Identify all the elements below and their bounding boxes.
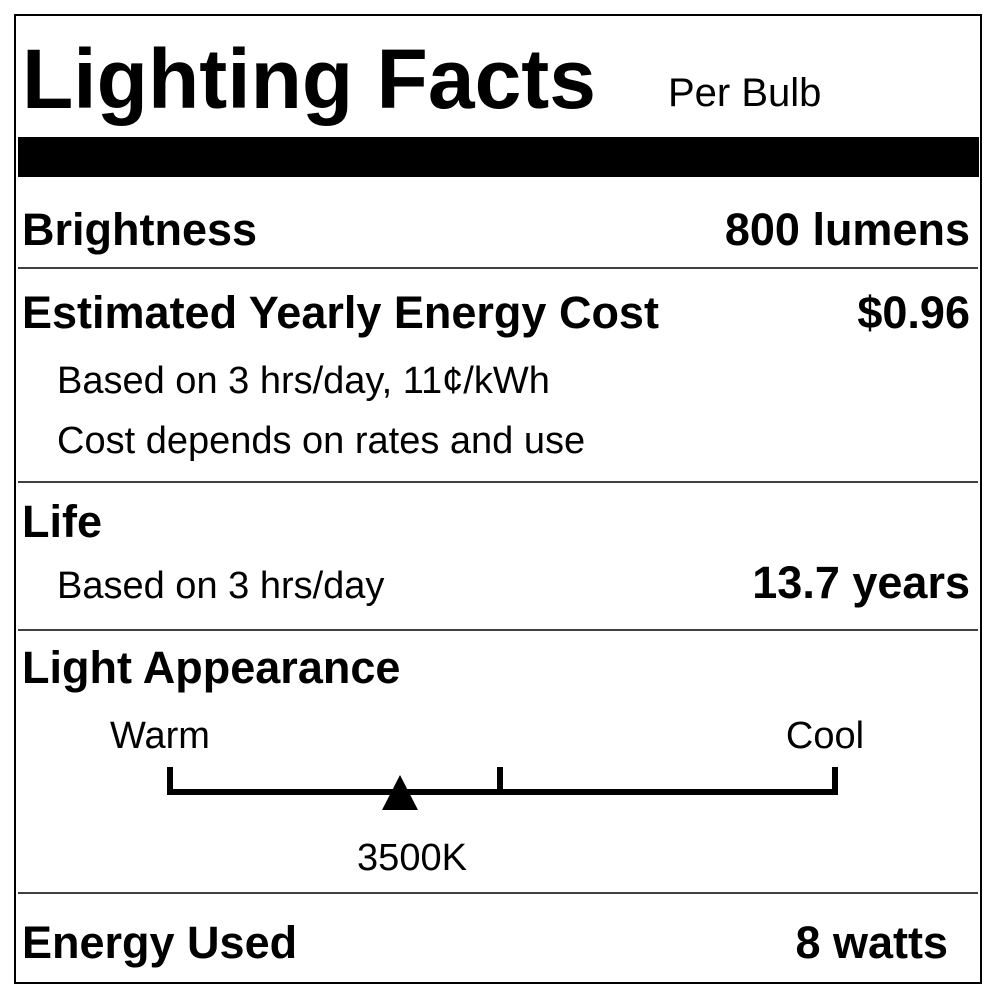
appearance-scale <box>167 767 838 795</box>
energy-used-label: Energy Used <box>22 917 297 968</box>
life-label: Life <box>22 496 102 547</box>
life-note: Based on 3 hrs/day <box>57 565 384 607</box>
brightness-value: 800 lumens <box>725 204 970 255</box>
life-value: 13.7 years <box>752 557 970 608</box>
light-appearance-label: Light Appearance <box>22 642 400 693</box>
energy-cost-note: Based on 3 hrs/day, 11¢/kWh <box>57 360 550 402</box>
energy-used-value: 8 watts <box>795 917 948 968</box>
scale-start: Warm <box>110 715 210 757</box>
subtitle: Per Bulb <box>668 71 821 115</box>
energy-cost-value: $0.96 <box>857 287 970 338</box>
energy-cost-note: Cost depends on rates and use <box>57 420 585 462</box>
brightness-label: Brightness <box>22 204 257 255</box>
scale-end: Cool <box>786 715 864 757</box>
energy-cost-label: Estimated Yearly Energy Cost <box>22 287 659 338</box>
scale-marker <box>382 775 418 810</box>
header-bar <box>18 137 979 177</box>
color-temperature: 3500K <box>357 837 467 879</box>
title: Lighting Facts <box>22 32 596 126</box>
